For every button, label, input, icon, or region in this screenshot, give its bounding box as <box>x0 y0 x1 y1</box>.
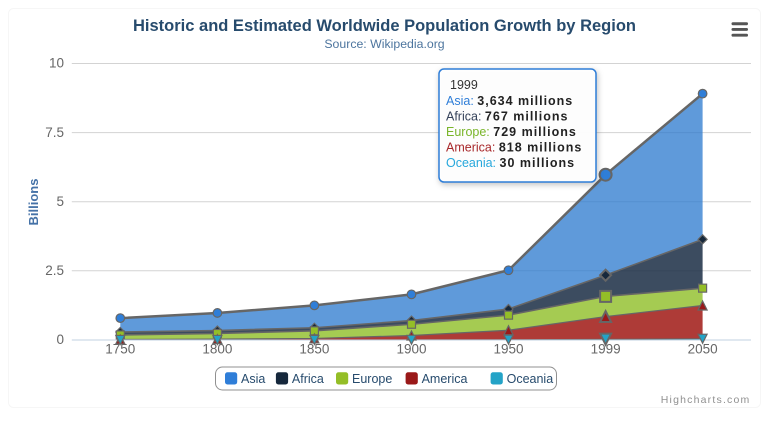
svg-text:1999: 1999 <box>450 78 478 92</box>
svg-text:Historic and Estimated Worldwi: Historic and Estimated Worldwide Populat… <box>133 17 636 35</box>
svg-text:7.5: 7.5 <box>45 125 64 140</box>
svg-text:Europe: Europe <box>352 372 392 386</box>
svg-text:Oceania: Oceania <box>507 372 554 386</box>
svg-text:10: 10 <box>49 56 64 71</box>
svg-text:Europe: 729 millions: Europe: 729 millions <box>446 125 577 139</box>
svg-text:America: America <box>422 372 468 386</box>
svg-text:America: 818 millions: America: 818 millions <box>446 141 582 155</box>
svg-text:1750: 1750 <box>105 342 135 357</box>
svg-text:2050: 2050 <box>688 342 718 357</box>
svg-text:Oceania: 30 millions: Oceania: 30 millions <box>446 156 575 170</box>
svg-text:5: 5 <box>56 194 64 209</box>
svg-text:1999: 1999 <box>591 342 621 357</box>
svg-text:Billions: Billions <box>26 179 41 226</box>
svg-text:Africa: 767 millions: Africa: 767 millions <box>446 110 568 124</box>
svg-text:2.5: 2.5 <box>45 263 64 278</box>
svg-text:Source: Wikipedia.org: Source: Wikipedia.org <box>324 37 444 51</box>
svg-text:1950: 1950 <box>493 342 523 357</box>
svg-text:Highcharts.com: Highcharts.com <box>661 394 751 406</box>
svg-text:1850: 1850 <box>299 342 329 357</box>
svg-text:Africa: Africa <box>292 372 324 386</box>
svg-text:1800: 1800 <box>202 342 232 357</box>
svg-text:1900: 1900 <box>396 342 426 357</box>
svg-text:0: 0 <box>56 332 64 347</box>
svg-text:Asia: 3,634 millions: Asia: 3,634 millions <box>446 94 573 108</box>
svg-text:Asia: Asia <box>241 372 265 386</box>
